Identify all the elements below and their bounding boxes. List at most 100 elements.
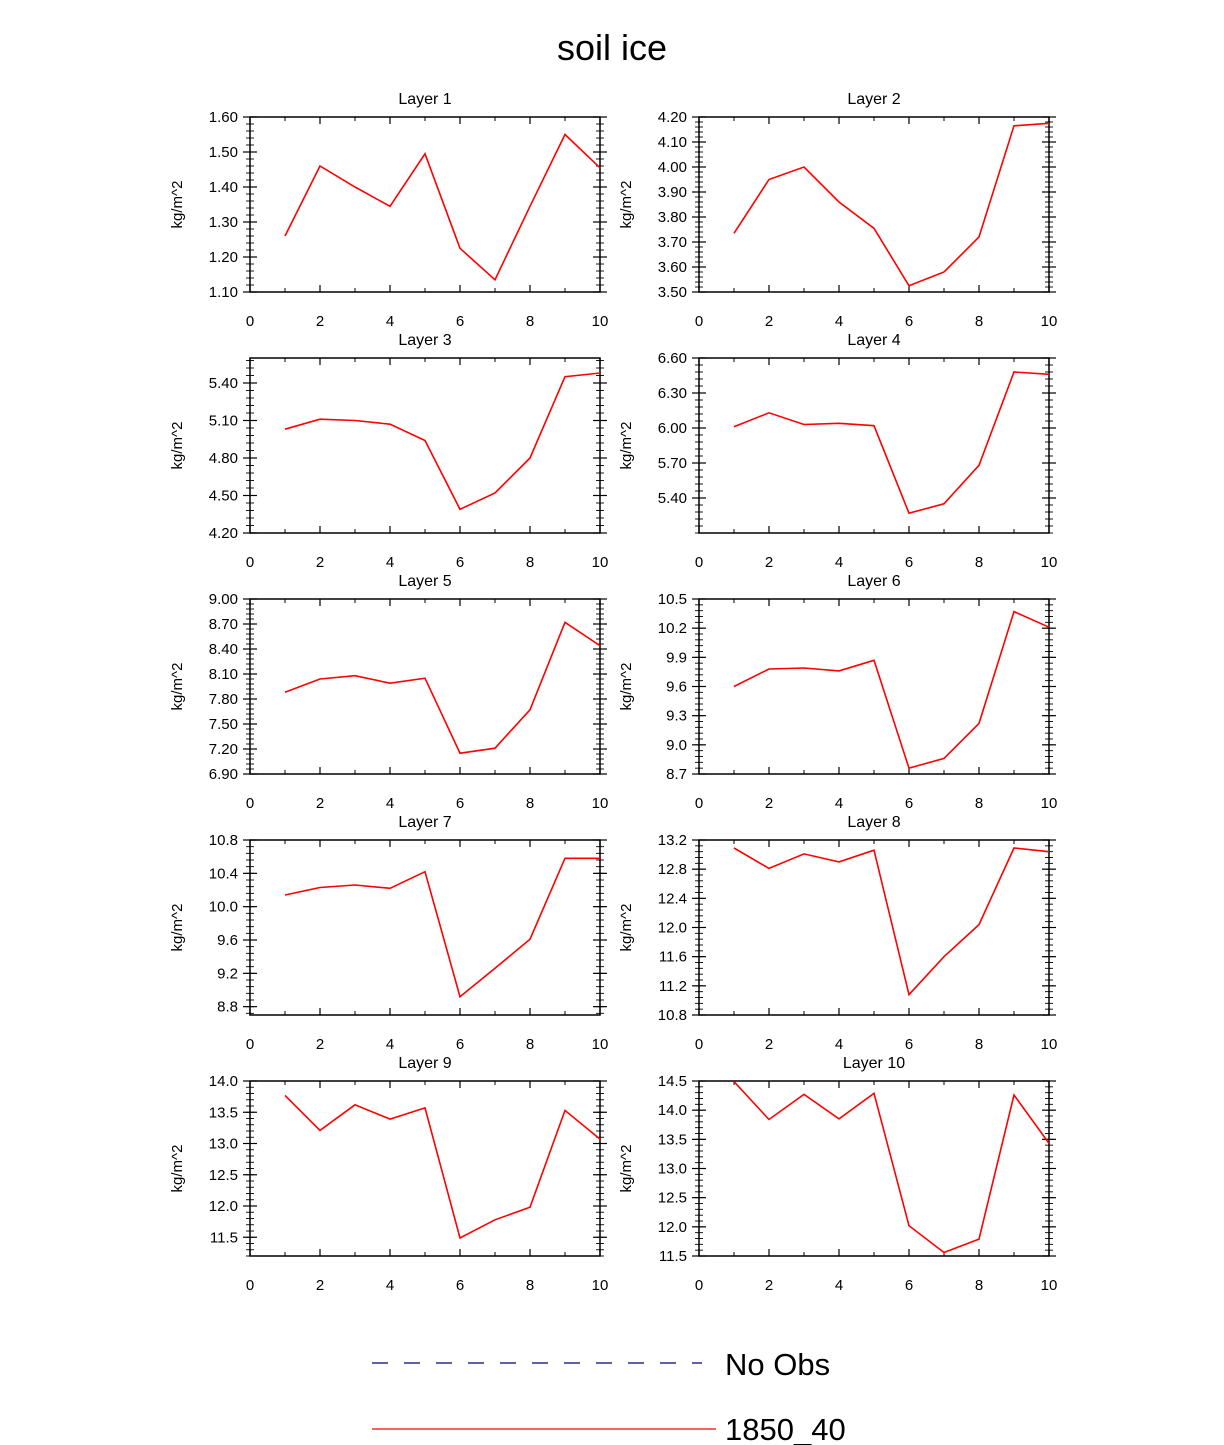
chart-panel-2: Layer 2 kg/m^2 0 2 4 6 8 10 3.50 3.60 3.70 3.80 3.90… xyxy=(618,91,1057,330)
y-tick-label: 12.8 xyxy=(658,861,687,878)
y-tick-label: 6.90 xyxy=(209,766,238,783)
x-tick-label: 6 xyxy=(905,554,913,571)
y-tick-label: 6.60 xyxy=(658,350,687,367)
y-tick-label: 12.5 xyxy=(209,1167,238,1184)
x-tick-label: 4 xyxy=(835,795,843,812)
panel-title: Layer 5 xyxy=(398,573,451,590)
y-tick-label: 9.00 xyxy=(209,591,238,608)
plot-frame xyxy=(698,116,1050,293)
x-tick-label: 8 xyxy=(526,554,534,571)
y-tick-label: 8.7 xyxy=(666,766,687,783)
y-tick-label: 3.60 xyxy=(658,259,687,276)
plot-frame xyxy=(249,116,601,293)
y-tick-label: 5.70 xyxy=(658,455,687,472)
x-tick-label: 4 xyxy=(835,313,843,330)
y-tick-label: 6.00 xyxy=(658,420,687,437)
y-tick-label: 1.10 xyxy=(209,284,238,301)
y-tick-label: 11.2 xyxy=(659,978,687,995)
y-axis-label: kg/m^2 xyxy=(169,904,186,952)
y-tick-label: 8.40 xyxy=(209,641,238,658)
x-tick-label: 0 xyxy=(246,554,254,571)
x-tick-label: 2 xyxy=(765,1036,773,1053)
x-tick-label: 8 xyxy=(975,554,983,571)
y-tick-label: 10.4 xyxy=(209,865,238,882)
chart-panel-5: Layer 5 kg/m^2 0 2 4 6 8 10 6.90 7.20 7.50 7.80 8.10… xyxy=(169,573,608,812)
x-tick-label: 4 xyxy=(386,1036,394,1053)
series-line-1850-40 xyxy=(733,371,1050,515)
x-tick-label: 8 xyxy=(975,1277,983,1294)
x-tick-label: 2 xyxy=(316,313,324,330)
x-tick-label: 8 xyxy=(526,1036,534,1053)
y-tick-label: 12.0 xyxy=(658,1219,687,1236)
x-tick-label: 6 xyxy=(456,554,464,571)
y-tick-label: 3.50 xyxy=(658,284,687,301)
panel-title: Layer 8 xyxy=(847,814,900,831)
legend-label-no-obs: No Obs xyxy=(725,1347,830,1382)
x-tick-label: 8 xyxy=(526,313,534,330)
series-line-1850-40 xyxy=(733,610,1050,770)
panel-title: Layer 6 xyxy=(847,573,900,590)
plot-frame xyxy=(698,839,1050,1016)
panel-title: Layer 3 xyxy=(398,332,451,349)
y-axis-label: kg/m^2 xyxy=(169,422,186,470)
x-tick-label: 10 xyxy=(1041,1036,1058,1053)
x-tick-label: 0 xyxy=(246,1036,254,1053)
y-axis-label: kg/m^2 xyxy=(169,663,186,711)
y-tick-label: 10.5 xyxy=(658,591,687,608)
y-tick-label: 3.80 xyxy=(658,209,687,226)
x-tick-label: 6 xyxy=(456,1277,464,1294)
y-tick-label: 5.40 xyxy=(658,490,687,507)
x-tick-label: 0 xyxy=(695,313,703,330)
series-line-1850-40 xyxy=(284,372,601,511)
y-axis-label: kg/m^2 xyxy=(618,181,635,229)
panel-title: Layer 9 xyxy=(398,1055,451,1072)
y-tick-label: 1.20 xyxy=(209,249,238,266)
x-tick-label: 2 xyxy=(316,554,324,571)
x-tick-label: 4 xyxy=(386,1277,394,1294)
y-tick-label: 1.30 xyxy=(209,214,238,231)
x-tick-label: 10 xyxy=(1041,795,1058,812)
chart-panel-1: Layer 1 kg/m^2 0 2 4 6 8 10 1.10 1.20 1.30 1.40 1.50… xyxy=(169,91,608,330)
x-tick-label: 0 xyxy=(246,313,254,330)
x-tick-label: 0 xyxy=(695,795,703,812)
y-tick-label: 11.5 xyxy=(210,1229,238,1246)
chart-panel-3: Layer 3 kg/m^2 0 2 4 6 8 10 4.20 4.50 4.80 5.10 5.40 xyxy=(169,332,608,571)
x-tick-label: 10 xyxy=(592,554,609,571)
x-tick-label: 10 xyxy=(592,313,609,330)
y-tick-label: 10.2 xyxy=(658,620,687,637)
plot-frame xyxy=(249,839,601,1016)
y-tick-label: 12.5 xyxy=(658,1190,687,1207)
y-axis-label: kg/m^2 xyxy=(618,422,635,470)
x-tick-label: 2 xyxy=(765,313,773,330)
panels: Layer 1 kg/m^2 0 2 4 6 8 10 1.10 1.20 1.30 1.40 1.50… xyxy=(169,91,1057,1294)
y-tick-label: 8.70 xyxy=(209,616,238,633)
y-tick-label: 5.10 xyxy=(209,413,238,430)
y-tick-label: 13.5 xyxy=(209,1104,238,1121)
y-tick-label: 12.4 xyxy=(658,890,687,907)
y-tick-label: 14.0 xyxy=(658,1102,687,1119)
y-tick-label: 12.0 xyxy=(658,920,687,937)
chart-panel-10: Layer 10 kg/m^2 0 2 4 6 8 10 11.5 12.0 12.5 13.0 13.… xyxy=(618,1055,1057,1294)
y-tick-label: 1.50 xyxy=(209,144,238,161)
panel-title: Layer 7 xyxy=(398,814,451,831)
x-tick-label: 10 xyxy=(592,1277,609,1294)
series-line-1850-40 xyxy=(733,122,1050,287)
x-tick-label: 2 xyxy=(765,1277,773,1294)
x-tick-label: 8 xyxy=(975,795,983,812)
y-tick-label: 11.5 xyxy=(659,1248,687,1265)
x-tick-label: 10 xyxy=(592,795,609,812)
y-tick-label: 10.0 xyxy=(209,899,238,916)
y-tick-label: 7.80 xyxy=(209,691,238,708)
panel-title: Layer 4 xyxy=(847,332,900,349)
y-axis-label: kg/m^2 xyxy=(169,181,186,229)
x-tick-label: 6 xyxy=(905,1036,913,1053)
y-tick-label: 9.9 xyxy=(666,649,687,666)
y-tick-label: 4.10 xyxy=(658,134,687,151)
x-tick-label: 0 xyxy=(246,795,254,812)
legend: No Obs 1850_40 xyxy=(372,1347,846,1445)
x-tick-label: 8 xyxy=(975,1036,983,1053)
y-tick-label: 4.20 xyxy=(209,525,238,542)
y-tick-label: 14.5 xyxy=(658,1073,687,1090)
y-tick-label: 10.8 xyxy=(658,1007,687,1024)
y-tick-label: 13.0 xyxy=(209,1136,238,1153)
